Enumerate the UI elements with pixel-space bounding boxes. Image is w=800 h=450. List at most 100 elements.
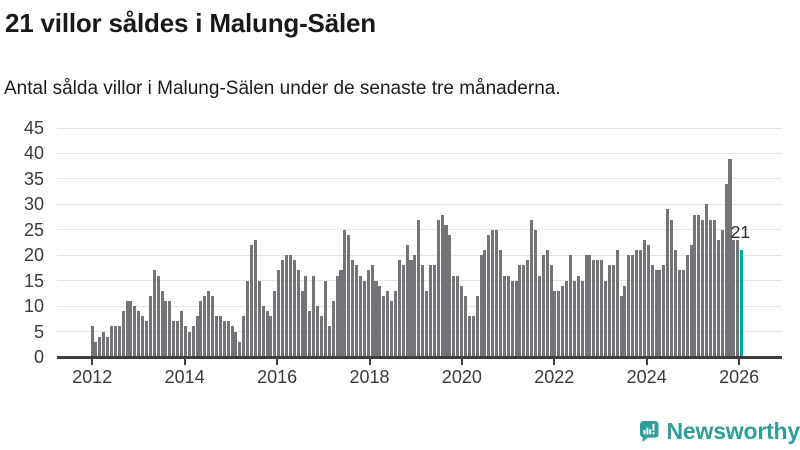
- y-tick-label: 40: [23, 143, 44, 164]
- bar: [436, 219, 440, 357]
- bar: [211, 295, 215, 357]
- bar: [506, 275, 510, 357]
- bar: [736, 239, 740, 357]
- bar: [125, 301, 129, 357]
- bar: [129, 301, 133, 357]
- bar: [133, 306, 137, 357]
- bar: [460, 285, 464, 357]
- bar: [611, 265, 615, 357]
- year-tick: [91, 358, 94, 365]
- bar: [642, 239, 646, 357]
- bar: [467, 316, 471, 357]
- bar: [701, 219, 705, 357]
- bar: [635, 250, 639, 357]
- bar: [195, 316, 199, 357]
- bar: [709, 219, 713, 357]
- bar: [545, 250, 549, 357]
- bar: [619, 295, 623, 357]
- highlighted-bar: [740, 250, 744, 357]
- bar: [362, 280, 366, 357]
- bar: [401, 265, 405, 357]
- bar: [526, 260, 530, 357]
- bar: [292, 260, 296, 357]
- bar: [288, 255, 292, 357]
- bar: [351, 260, 355, 357]
- grid-line: [57, 152, 782, 154]
- bar: [90, 326, 94, 357]
- bar: [549, 265, 553, 357]
- bar: [498, 250, 502, 357]
- bar: [728, 158, 732, 357]
- bar: [168, 301, 172, 357]
- bar: [214, 316, 219, 357]
- bar: [732, 239, 736, 357]
- bar: [588, 255, 592, 357]
- bar: [331, 301, 335, 357]
- y-tick-label: 25: [23, 219, 44, 240]
- bar: [390, 301, 394, 357]
- bar: [109, 326, 113, 357]
- bar: [510, 280, 514, 357]
- y-tick-label: 30: [23, 194, 44, 215]
- bar: [281, 260, 285, 357]
- bar: [106, 336, 110, 357]
- bar: [382, 295, 386, 357]
- bar: [444, 224, 448, 357]
- bar: [358, 275, 362, 357]
- bar: [607, 265, 611, 357]
- bar: [584, 255, 588, 357]
- bar: [654, 270, 658, 357]
- bar: [483, 250, 487, 357]
- bar: [191, 326, 195, 357]
- y-tick-label: 0: [33, 347, 44, 367]
- bar: [712, 219, 716, 357]
- x-tick-label: 2018: [349, 367, 390, 387]
- bar: [681, 270, 685, 357]
- x-tick-label: 2026: [719, 367, 760, 387]
- bar: [179, 311, 184, 357]
- bar: [148, 295, 152, 357]
- bar: [320, 316, 324, 357]
- bar: [530, 219, 534, 357]
- bar: [269, 316, 273, 357]
- bar: [452, 275, 456, 357]
- bar: [487, 234, 491, 357]
- bar: [650, 265, 654, 357]
- bar: [557, 290, 561, 357]
- bar: [537, 275, 541, 357]
- bar: [514, 280, 518, 357]
- bar: [335, 275, 339, 357]
- bar: [600, 260, 604, 357]
- bar: [117, 326, 121, 357]
- bar: [172, 321, 176, 357]
- bar: [448, 234, 452, 357]
- y-tick-label: 5: [33, 321, 44, 342]
- grid-line: [57, 203, 782, 205]
- bar: [491, 229, 495, 357]
- bar: [522, 265, 526, 357]
- bar: [187, 331, 191, 357]
- bar: [323, 280, 327, 357]
- bar: [308, 311, 312, 357]
- bar: [553, 290, 557, 357]
- bar: [261, 306, 265, 357]
- bar: [638, 250, 643, 357]
- y-tick-label: 35: [23, 168, 44, 189]
- bar: [257, 280, 261, 357]
- bar: [183, 326, 187, 357]
- bar: [242, 316, 246, 357]
- bar: [199, 301, 203, 357]
- bar: [218, 316, 222, 357]
- bar: [432, 265, 436, 357]
- bar: [378, 285, 382, 357]
- bar: [479, 255, 483, 357]
- bar: [417, 219, 421, 357]
- bar: [343, 229, 347, 357]
- year-tick: [738, 358, 741, 365]
- bar: [666, 209, 670, 357]
- bar: [596, 260, 600, 357]
- bar: [397, 260, 401, 357]
- bar: [386, 290, 390, 357]
- y-tick-label: 20: [23, 245, 44, 266]
